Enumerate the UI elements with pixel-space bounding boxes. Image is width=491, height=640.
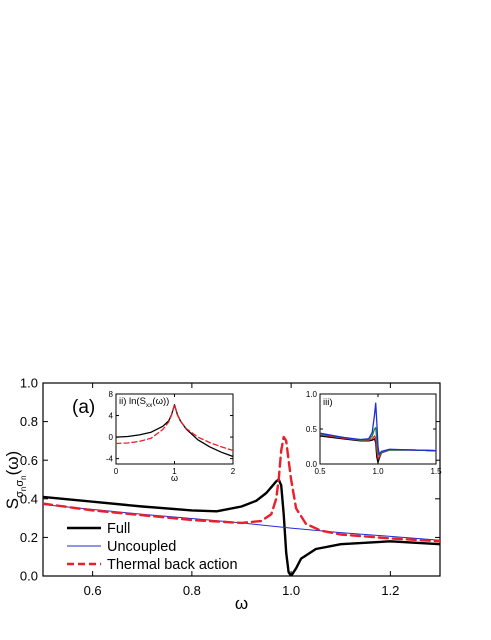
inset2-y-tick-label: 4 [109,411,114,420]
inset3-y-tick-label: 0.0 [306,460,318,469]
main-y-tick-label: 0.2 [20,530,38,545]
inset3-y-tick-label: 0.5 [306,425,318,434]
inset3-series-group [320,402,436,464]
main-x-tick-label: 1.0 [282,583,300,598]
main-x-tick-label: 0.8 [183,583,201,598]
main-series-line-thermal-back-action [43,435,440,543]
legend-label-uncoupled: Uncoupled [107,539,176,555]
ylabel-sub1: σ [14,491,26,498]
inset2-series-line-0 [116,404,233,458]
inset2-series-line-1 [116,404,233,452]
x-axis-label: ω [235,594,248,613]
main-y-tick-label: 0.6 [20,453,38,468]
legend-label-thermal-back-action: Thermal back action [107,557,238,573]
ylabel-arg: (ω) [3,451,22,476]
ylabel-base: S [3,498,22,509]
main-y-tick-label: 0.4 [20,491,38,506]
main-x-tick-label: 1.2 [381,583,399,598]
inset2-series-group [116,404,233,458]
inset2-y-tick-label: 8 [109,390,114,399]
panel-label: (a) [72,397,95,418]
inset2-x-tick-label: 0 [114,467,119,476]
main-x-tick-label: 0.6 [84,583,102,598]
legend-label-full: Full [107,521,130,537]
inset-ii-title: ii) ln(Sxx(ω)) [119,396,169,409]
inset-ii-title-main: ii) ln(S [119,396,146,407]
main-y-tick-label: 1.0 [20,376,38,391]
ylabel-subsub1: n [19,487,28,491]
inset3-x-tick-label: 1.0 [372,467,384,476]
inset3-y-tick-label: 1.0 [306,390,318,399]
inset2-y-tick-label: 0 [109,433,114,442]
inset3-x-tick-label: 1.5 [430,467,442,476]
inset3-series-line-3 [320,402,436,455]
inset3-series-line-2 [320,426,436,457]
inset-iii-title: iii) [323,397,333,408]
inset2-x-tick-label: 2 [231,467,236,476]
ylabel-sub2: σ [14,480,26,487]
main-y-tick-label: 0.0 [20,569,38,584]
main-y-tick-label: 0.8 [20,414,38,429]
y-axis-label: Sσnσn(ω) [3,451,28,509]
legend: Full Uncoupled Thermal back action [67,521,238,573]
inset2-y-tick-label: -4 [106,454,114,463]
inset-ii-x-label: ω [171,473,178,483]
inset-ii-title-end: (ω)) [152,396,169,407]
main-series-line-full [43,478,440,576]
main-series-group [43,435,440,576]
inset3-x-tick-label: 0.5 [314,467,326,476]
inset2-x-tick-label: 1 [172,467,177,476]
ylabel-subsub2: n [19,475,28,479]
inset-ii-title-sub: xx [146,402,153,409]
